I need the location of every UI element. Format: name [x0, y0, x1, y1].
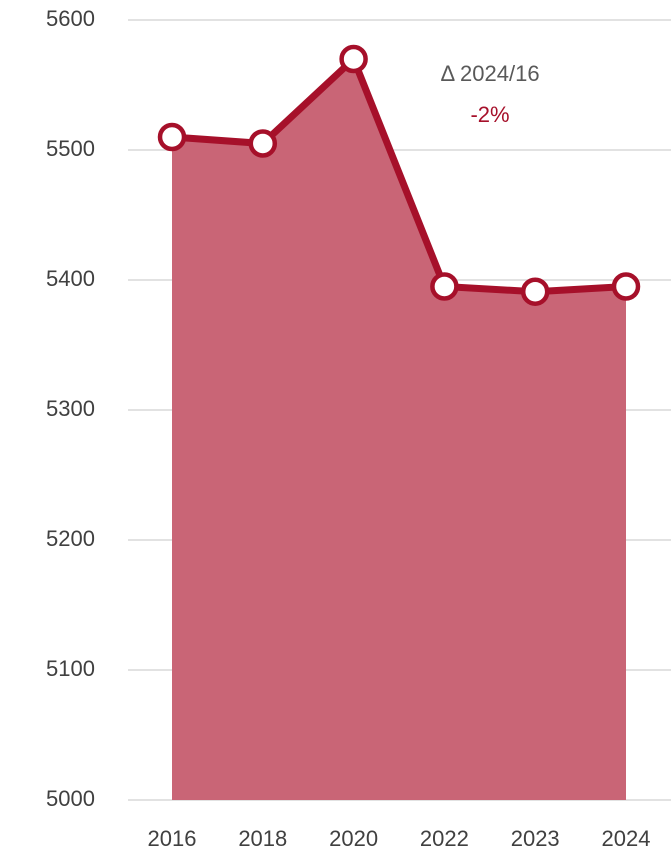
marker [520, 277, 550, 306]
y-tick-label: 5000 [46, 786, 95, 811]
x-tick-label: 2022 [420, 826, 469, 851]
plot: 5000 5100 5200 5300 5400 5500 5600 2016 2018 2020… [46, 6, 671, 851]
line [171, 55, 627, 296]
y-tick-label: 5600 [46, 6, 95, 31]
x-tick-label: 2016 [148, 826, 197, 851]
marker [339, 44, 368, 74]
x-tick-label: 2023 [511, 826, 560, 851]
y-tick-label: 5300 [46, 396, 95, 421]
annotation: Δ 2024/16 [440, 61, 539, 86]
annotation: -2% [470, 102, 509, 127]
marker [157, 122, 187, 152]
y-tick-label: 5500 [46, 136, 95, 161]
x-tick-label: 2018 [238, 826, 287, 851]
y-tick-label: 5100 [46, 656, 95, 681]
y-tick-label: 5200 [46, 526, 95, 551]
x-tick-label: 2020 [329, 826, 378, 851]
x-tick-label: 2024 [602, 826, 651, 851]
area [172, 59, 626, 800]
marker [248, 129, 278, 158]
marker [430, 272, 459, 301]
marker [611, 272, 641, 301]
y-tick-label: 5400 [46, 266, 95, 291]
